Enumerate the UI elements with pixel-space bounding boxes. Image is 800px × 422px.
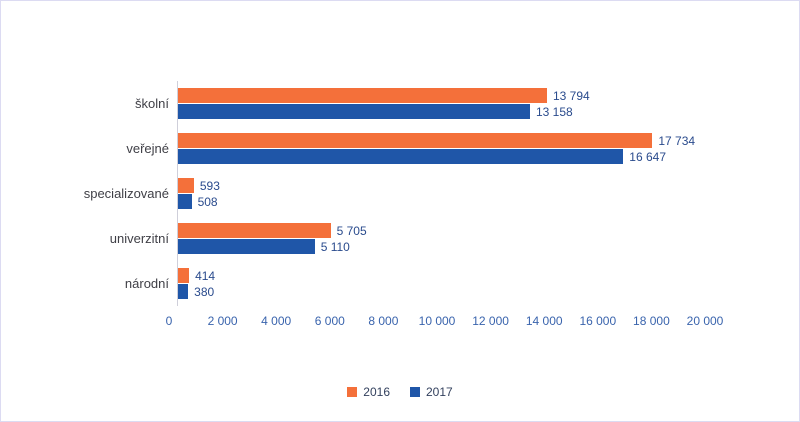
- x-tick-label: 8 000: [368, 314, 399, 328]
- bar-2016: [178, 133, 653, 148]
- legend: 2016 2017: [1, 385, 799, 399]
- value-label: 508: [197, 194, 218, 209]
- bar-2016: [178, 88, 547, 103]
- category-group: školní 13 794 13 158: [1, 81, 799, 126]
- category-label: univerzitní: [109, 231, 169, 246]
- bar-2017: [178, 104, 530, 119]
- x-tick-label: 2 000: [207, 314, 238, 328]
- category-label: národní: [124, 276, 169, 291]
- category-group: národní 414 380: [1, 261, 799, 306]
- bar-pair: 5 705 5 110: [177, 216, 713, 261]
- value-label: 13 794: [552, 88, 590, 103]
- bar-pair: 13 794 13 158: [177, 81, 713, 126]
- bar-row: 593: [178, 178, 713, 193]
- x-tick-label: 18 000: [633, 314, 670, 328]
- bar-row: 414: [178, 268, 713, 283]
- x-axis-ticks: 0 2 000 4 000 6 000 8 000 10 000 12 000 14 000 1…: [165, 306, 724, 330]
- bar-row: 380: [178, 284, 713, 299]
- value-label: 593: [199, 178, 220, 193]
- legend-item-2017: 2017: [410, 385, 453, 399]
- legend-swatch-2016: [347, 387, 358, 397]
- legend-swatch-2017: [410, 387, 420, 397]
- x-tick-label: 0: [165, 314, 173, 328]
- bar-2017: [178, 239, 315, 254]
- bar-2016: [178, 268, 190, 283]
- bar-row: 16 647: [178, 149, 713, 164]
- bar-row: 17 734: [178, 133, 713, 148]
- category-group: univerzitní 5 705 5 110: [1, 216, 799, 261]
- x-tick-label: 16 000: [579, 314, 617, 328]
- x-tick-label: 14 000: [525, 314, 563, 328]
- bar-row: 13 158: [178, 104, 713, 119]
- bar-2016: [178, 178, 194, 193]
- value-label: 380: [194, 284, 215, 299]
- category-label: specializované: [83, 186, 169, 201]
- legend-label: 2017: [426, 385, 453, 399]
- value-label: 17 734: [658, 133, 696, 148]
- bar-chart: školní 13 794 13 158 veřejné 17 734 16 647 spe…: [1, 1, 799, 399]
- value-label: 5 705: [336, 223, 367, 238]
- bar-row: 5 110: [178, 239, 713, 254]
- category-group: veřejné 17 734 16 647: [1, 126, 799, 171]
- value-label: 5 110: [320, 239, 350, 254]
- x-tick-label: 12 000: [472, 314, 509, 328]
- value-label: 414: [195, 268, 216, 283]
- bar-pair: 593 508: [177, 171, 713, 216]
- x-tick-label: 4 000: [261, 314, 292, 328]
- bar-row: 13 794: [178, 88, 713, 103]
- bar-pair: 17 734 16 647: [177, 126, 713, 171]
- bar-2016: [178, 223, 331, 238]
- legend-item-2016: 2016: [347, 385, 390, 399]
- bar-2017: [178, 284, 189, 299]
- bar-2017: [178, 194, 192, 209]
- category-label: veřejné: [126, 141, 169, 156]
- bar-pair: 414 380: [177, 261, 713, 306]
- category-group: specializované 593 508: [1, 171, 799, 216]
- category-label: školní: [135, 96, 169, 111]
- legend-label: 2016: [363, 385, 390, 399]
- x-tick-label: 20 000: [686, 314, 724, 328]
- x-tick-label: 6 000: [314, 314, 345, 328]
- bar-2017: [178, 149, 624, 164]
- value-label: 16 647: [629, 149, 666, 164]
- value-label: 13 158: [535, 104, 573, 119]
- x-tick-label: 10 000: [418, 314, 456, 328]
- plot-area: školní 13 794 13 158 veřejné 17 734 16 647 spe…: [1, 81, 799, 306]
- bar-row: 5 705: [178, 223, 713, 238]
- bar-row: 508: [178, 194, 713, 209]
